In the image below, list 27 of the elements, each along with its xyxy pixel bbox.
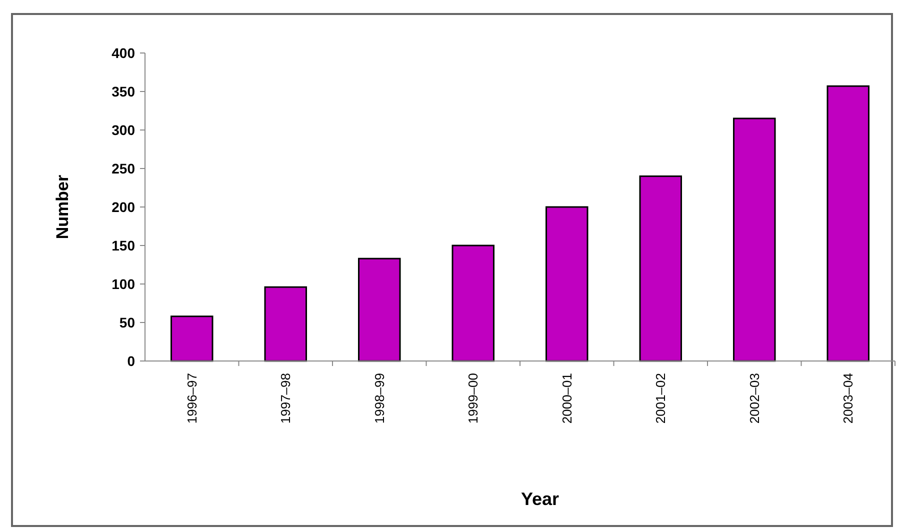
bar [546,206,588,362]
bar [452,244,494,362]
y-tick-label: 200 [112,198,136,215]
y-tick-label: 400 [112,44,136,61]
y-tick-label: 300 [112,122,136,138]
x-tick-label: 1999–00 [466,373,481,424]
x-tick-label: 2000–01 [559,373,574,424]
x-axis-title: Year [520,489,560,509]
y-tick-label: 0 [127,352,136,369]
y-tick-label: 250 [112,160,136,176]
y-axis-title: Number [53,174,72,240]
x-tick-label: 2003–04 [840,373,856,424]
x-tick-label: 1996–97 [184,373,200,424]
bar [826,85,870,362]
bar [264,286,307,362]
y-tick-label: 50 [119,314,136,330]
y-tick-label: 150 [112,237,136,254]
x-tick-label: 1998–99 [372,373,387,424]
x-tick-label: 1997–98 [278,373,294,424]
bar [639,175,682,362]
bar [358,258,401,362]
x-tick-label: 2001–02 [653,373,668,424]
y-tick-label: 350 [112,83,136,100]
x-tick-label: 2002–03 [746,373,762,424]
y-tick-label: 100 [112,276,136,292]
bar [733,118,776,362]
bar [170,316,214,362]
